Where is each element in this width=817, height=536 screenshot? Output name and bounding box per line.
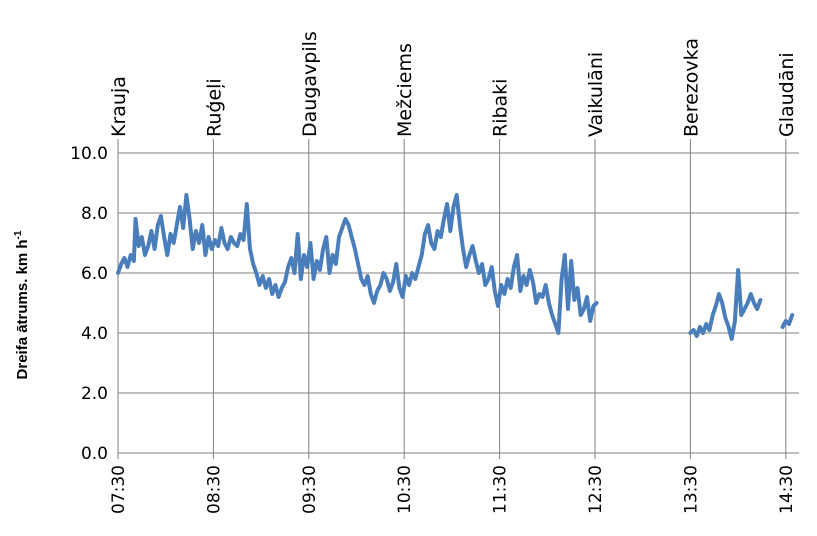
y-axis-label-superscript: -1 [13,230,24,239]
x-tick-labels: 07:30 08:30 09:30 10:30 11:30 12:30 13:30 14:30 [109,465,797,514]
location-lines [117,139,787,153]
x-tick-label: 10:30 [395,465,415,514]
x-tick-label: 13:30 [681,465,701,514]
location-labels: Krauja Ruģeļi Daugavpils Mežciems Ribaki Vaik… [108,31,798,137]
y-axis-label-text: Dreifa ātrums. km h [14,239,31,379]
y-tick-label: 0.0 [81,444,108,464]
location-label: Krauja [108,76,130,137]
x-tick-label: 14:30 [777,465,797,514]
location-label: Vaikulāni [585,52,607,137]
location-label: Mežciems [394,43,416,137]
x-tick-label: 11:30 [491,465,511,514]
location-label: Ruģeļi [203,78,225,137]
x-tick-label: 07:30 [109,465,129,514]
series-line-segment [688,268,763,341]
x-tick-label: 08:30 [204,465,224,514]
y-tick-label: 4.0 [81,324,108,344]
location-label: Glaudāni [776,52,798,137]
location-label: Berezovka [680,38,702,137]
series-line-segment [780,313,795,329]
x-tick-label: 12:30 [586,465,606,514]
y-tick-label: 2.0 [81,384,108,404]
location-label: Daugavpils [299,31,321,137]
y-axis-label: Dreifa ātrums. km h-1 [13,230,31,379]
y-tick-labels: 0.0 2.0 4.0 6.0 8.0 10.0 [70,144,108,464]
location-label: Ribaki [490,79,512,137]
y-tick-label: 8.0 [81,204,108,224]
x-tick-label: 09:30 [300,465,320,514]
y-tick-label: 6.0 [81,264,108,284]
y-tick-label: 10.0 [70,144,108,164]
series-line-segment [116,193,599,335]
series-layer [116,193,795,341]
